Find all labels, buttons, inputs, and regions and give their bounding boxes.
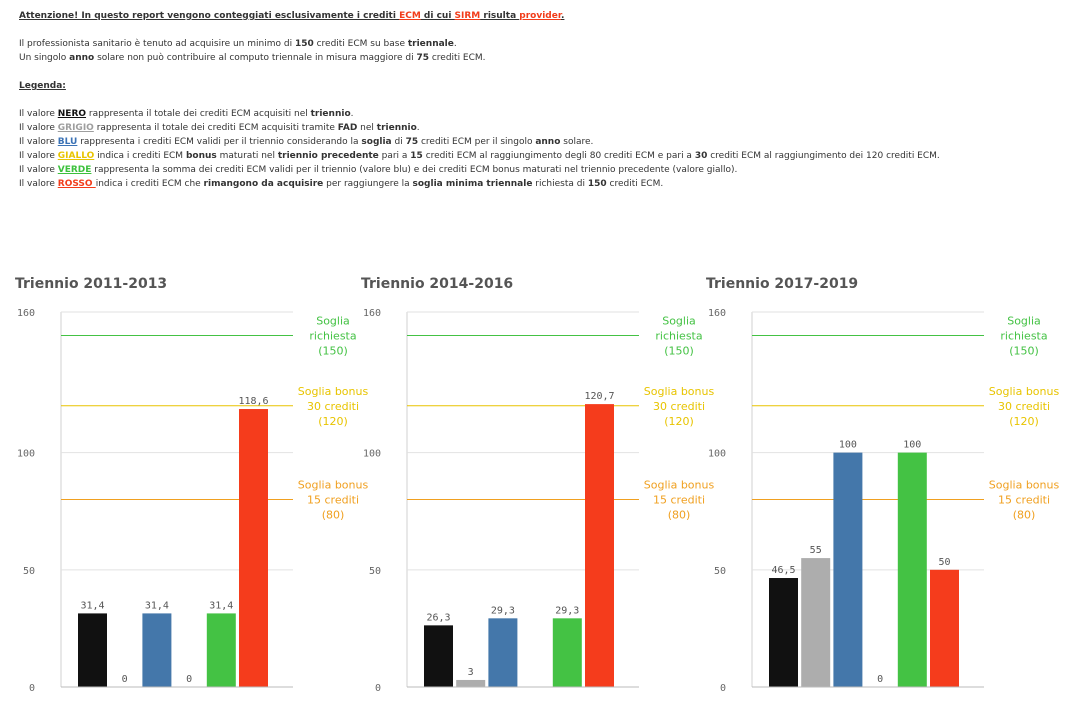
bar-value-label: 120,7 [584,391,614,402]
legend-rosso: Il valore ROSSO indica i crediti ECM che… [19,179,664,189]
info-panel: Attenzione! In questo report vengono con… [19,9,1049,191]
reference-line-label: 30 crediti [998,400,1050,413]
chart-plot: 0 50 100 160 Soglia richiesta (150) Soglia bonu… [708,308,1060,694]
y-tick-label: 100 [17,449,35,460]
y-tick-label: 0 [375,683,381,694]
reference-line-label: (150) [318,344,348,357]
y-tick-label: 100 [363,449,381,460]
chart-triennio-2011-2013: Triennio 2011-2013 0 50 100 160 Soglia richie… [15,272,369,702]
attention-line: Attenzione! In questo report vengono con… [19,11,565,21]
reference-line-label: Soglia bonus [298,479,369,492]
y-tick-label: 0 [29,683,35,694]
legend-verde: Il valore VERDE rappresenta la somma dei… [19,165,738,175]
reference-line-label: Soglia [316,314,350,327]
y-tick-label: 50 [714,566,726,577]
y-tick-label: 160 [17,308,35,319]
bar-grigio [456,679,486,687]
reference-line-label: richiesta [309,329,356,342]
reference-line-label: Soglia [662,314,696,327]
reference-line-label: Soglia bonus [989,385,1060,398]
reference-line-label: richiesta [1000,329,1047,342]
bar-verde [552,618,582,687]
reference-line-label: richiesta [655,329,702,342]
bar-verde [897,452,927,687]
rule-line-1: Il professionista sanitario è tenuto ad … [19,39,457,49]
bar-value-label: 100 [839,440,857,451]
bar-value-label: 26,3 [426,612,450,623]
bar-blu [833,452,863,687]
bar-rosso [930,569,959,687]
reference-line-label: Soglia [1007,314,1041,327]
reference-line-label: (80) [668,509,691,522]
chart-plot: 0 50 100 160 Soglia richiesta (150) Soglia bonu… [363,308,715,694]
reference-line-label: (150) [664,344,694,357]
legend-blu: Il valore BLU rappresenta i crediti ECM … [19,137,594,147]
bar-verde [206,613,236,687]
reference-line-label: (150) [1009,344,1039,357]
reference-line-label: (120) [664,415,694,428]
rule-line-2: Un singolo anno solare non può contribui… [19,53,486,63]
reference-line-label: 15 crediti [998,494,1050,507]
y-tick-label: 160 [363,308,381,319]
reference-line-label: (120) [318,415,348,428]
legend-nero: Il valore NERO rappresenta il totale dei… [19,109,354,119]
y-tick-label: 160 [708,308,726,319]
bar-value-label: 100 [903,440,921,451]
chart-plot: 0 50 100 160 Soglia richiesta (150) Soglia bonu… [17,308,369,694]
bar-blu [142,613,172,687]
y-tick-label: 50 [23,566,35,577]
y-tick-label: 100 [708,449,726,460]
reference-line-label: Soglia bonus [644,385,715,398]
reference-line-label: (80) [1013,509,1036,522]
bar-value-label: 31,4 [145,600,169,611]
reference-line-label: Soglia bonus [298,385,369,398]
reference-line-label: (120) [1009,415,1039,428]
bar-value-label: 0 [122,674,128,685]
chart-triennio-2017-2019: Triennio 2017-2019 0 50 100 160 Soglia richie… [706,272,1060,702]
bar-value-label: 31,4 [209,600,233,611]
bar-nero [424,625,453,687]
bar-rosso [239,409,268,687]
bar-value-label: 29,3 [555,605,579,616]
reference-line-label: 15 crediti [653,494,705,507]
bar-value-label: 55 [810,545,822,556]
chart-title: Triennio 2011-2013 [15,276,168,292]
y-tick-label: 0 [720,683,726,694]
reference-line-label: 30 crediti [653,400,705,413]
bar-value-label: 118,6 [238,396,268,407]
reference-line-label: 15 crediti [307,494,359,507]
bar-value-label: 50 [938,557,950,568]
legend-title: Legenda: [19,81,66,91]
reference-line-label: Soglia bonus [644,479,715,492]
chart-title: Triennio 2014-2016 [361,276,514,292]
reference-line-label: 30 crediti [307,400,359,413]
bar-value-label: 0 [877,674,883,685]
bar-nero [78,613,107,687]
chart-title: Triennio 2017-2019 [706,276,859,292]
bar-blu [488,618,518,687]
bar-value-label: 29,3 [491,605,515,616]
legend-giallo: Il valore GIALLO indica i crediti ECM bo… [19,151,940,161]
bar-value-label: 31,4 [80,600,104,611]
bar-grigio [801,558,831,687]
legend-grigio: Il valore GRIGIO rappresenta il totale d… [19,123,420,133]
bar-nero [769,578,798,687]
bar-rosso [585,404,614,687]
bar-value-label: 0 [186,674,192,685]
chart-triennio-2014-2016: Triennio 2014-2016 0 50 100 160 Soglia richie… [361,272,715,702]
y-tick-label: 50 [369,566,381,577]
reference-line-label: (80) [322,509,345,522]
bar-value-label: 46,5 [771,565,795,576]
reference-line-label: Soglia bonus [989,479,1060,492]
bar-value-label: 3 [468,667,474,678]
